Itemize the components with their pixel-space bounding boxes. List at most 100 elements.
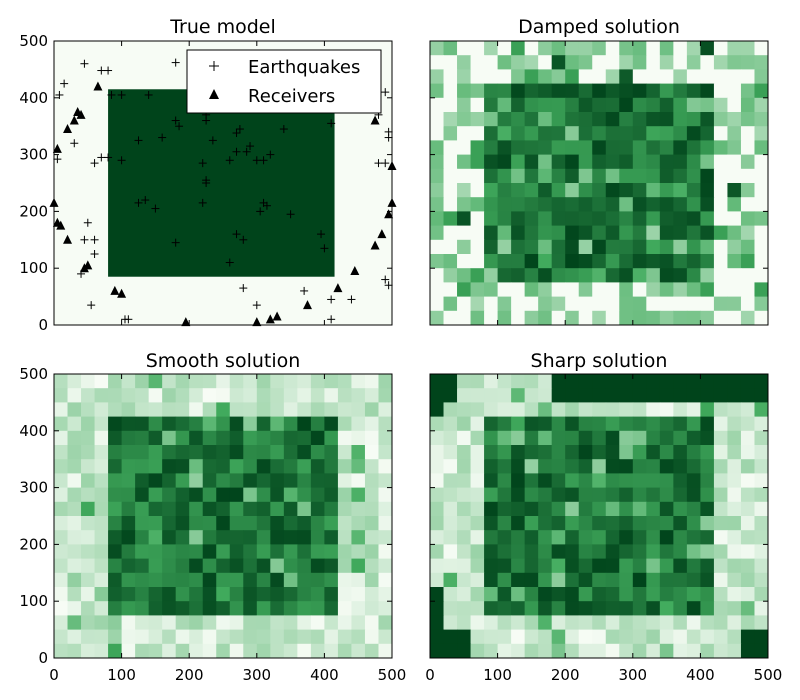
heatmap-cell: [108, 374, 123, 389]
earthquake-marker: [171, 238, 180, 247]
heatmap-cell: [538, 374, 553, 389]
heatmap-cell: [632, 587, 647, 602]
heatmap-cell: [551, 544, 566, 560]
heatmap-cell: [727, 154, 742, 170]
heatmap-cell: [659, 197, 674, 212]
heatmap-cell: [713, 41, 728, 56]
heatmap-cell: [524, 601, 539, 616]
heatmap-cell: [81, 601, 96, 616]
heatmap-cell: [162, 601, 177, 616]
heatmap-cell: [524, 310, 539, 326]
heatmap-cell: [310, 487, 325, 503]
heatmap-cell: [686, 282, 701, 298]
heatmap-cell: [578, 225, 593, 241]
heatmap-cell: [443, 41, 458, 56]
heatmap-cell: [443, 601, 458, 616]
heatmap-cell: [754, 41, 769, 56]
heatmap-cell: [175, 374, 190, 389]
heatmap-cell: [430, 459, 445, 474]
heatmap-cell: [497, 197, 512, 212]
heatmap-cell: [511, 558, 526, 574]
heatmap-cell: [94, 430, 109, 446]
heatmap-cell: [673, 183, 688, 198]
heatmap-cell: [121, 643, 136, 659]
heatmap-cell: [162, 544, 177, 560]
heatmap-cell: [605, 530, 620, 545]
heatmap-cell: [351, 430, 366, 446]
heatmap-cell: [81, 629, 96, 645]
earthquake-marker: [90, 159, 99, 168]
heatmap-cell: [484, 126, 499, 141]
heatmap-cell: [727, 183, 742, 198]
heatmap-cell: [283, 430, 298, 446]
heatmap-cell: [497, 254, 512, 269]
earthquake-marker: [235, 125, 244, 134]
heatmap-cell: [551, 126, 566, 141]
heatmap-cell: [443, 239, 458, 255]
heatmap-cell: [81, 530, 96, 545]
heatmap-cell: [175, 402, 190, 418]
heatmap-cell: [605, 558, 620, 574]
heatmap-cell: [754, 530, 769, 545]
heatmap-cell: [457, 530, 472, 545]
heatmap-cell: [619, 430, 634, 446]
heatmap-cell: [659, 69, 674, 85]
heatmap-cell: [713, 211, 728, 227]
heatmap-cell: [713, 473, 728, 489]
heatmap-cell: [189, 374, 204, 389]
heatmap-cell: [189, 487, 204, 503]
heatmap-cell: [256, 374, 271, 389]
heatmap-cell: [337, 530, 352, 545]
heatmap-cell: [592, 473, 607, 489]
heatmap-cell: [619, 296, 634, 312]
heatmap-cell: [565, 587, 580, 602]
heatmap-cell: [565, 516, 580, 531]
heatmap-cell: [686, 55, 701, 70]
heatmap-cell: [754, 430, 769, 446]
heatmap-cell: [538, 140, 553, 156]
heatmap-cell: [175, 516, 190, 531]
heatmap-cell: [700, 254, 715, 269]
heatmap-cell: [673, 254, 688, 269]
heatmap-cell: [686, 211, 701, 227]
heatmap-cell: [337, 402, 352, 418]
heatmap-cell: [430, 615, 445, 631]
receiver-marker: [350, 266, 360, 276]
heatmap-cell: [578, 296, 593, 312]
heatmap-cell: [713, 55, 728, 70]
heatmap-cell: [592, 487, 607, 503]
heatmap-cell: [740, 140, 755, 156]
heatmap-cell: [484, 487, 499, 503]
heatmap-cell: [551, 168, 566, 184]
heatmap-cell: [378, 544, 393, 560]
earthquake-marker: [198, 159, 207, 168]
heatmap-cell: [632, 168, 647, 184]
heatmap-cell: [310, 530, 325, 545]
heatmap-cell: [578, 168, 593, 184]
heatmap-cell: [511, 254, 526, 269]
heatmap-cell: [646, 402, 661, 418]
panel-title: Smooth solution: [146, 350, 301, 372]
heatmap-cell: [646, 374, 661, 389]
heatmap-cell: [551, 459, 566, 474]
heatmap-cell: [470, 402, 485, 418]
heatmap-cell: [740, 254, 755, 269]
heatmap-cell: [364, 445, 379, 460]
heatmap-cell: [135, 445, 150, 460]
heatmap-cell: [578, 530, 593, 545]
earthquake-marker: [320, 244, 329, 253]
heatmap-cell: [202, 615, 217, 631]
heatmap-cell: [148, 530, 163, 545]
heatmap-cell: [484, 544, 499, 560]
heatmap-cell: [484, 558, 499, 574]
heatmap-cell: [108, 587, 123, 602]
heatmap-cell: [619, 83, 634, 99]
heatmap-cell: [470, 388, 485, 403]
heatmap-cell: [484, 225, 499, 241]
heatmap-cell: [351, 516, 366, 531]
heatmap-cell: [108, 558, 123, 574]
heatmap-cell: [713, 416, 728, 432]
heatmap-cell: [162, 572, 177, 588]
heatmap-cell: [673, 69, 688, 85]
heatmap-cell: [470, 225, 485, 241]
